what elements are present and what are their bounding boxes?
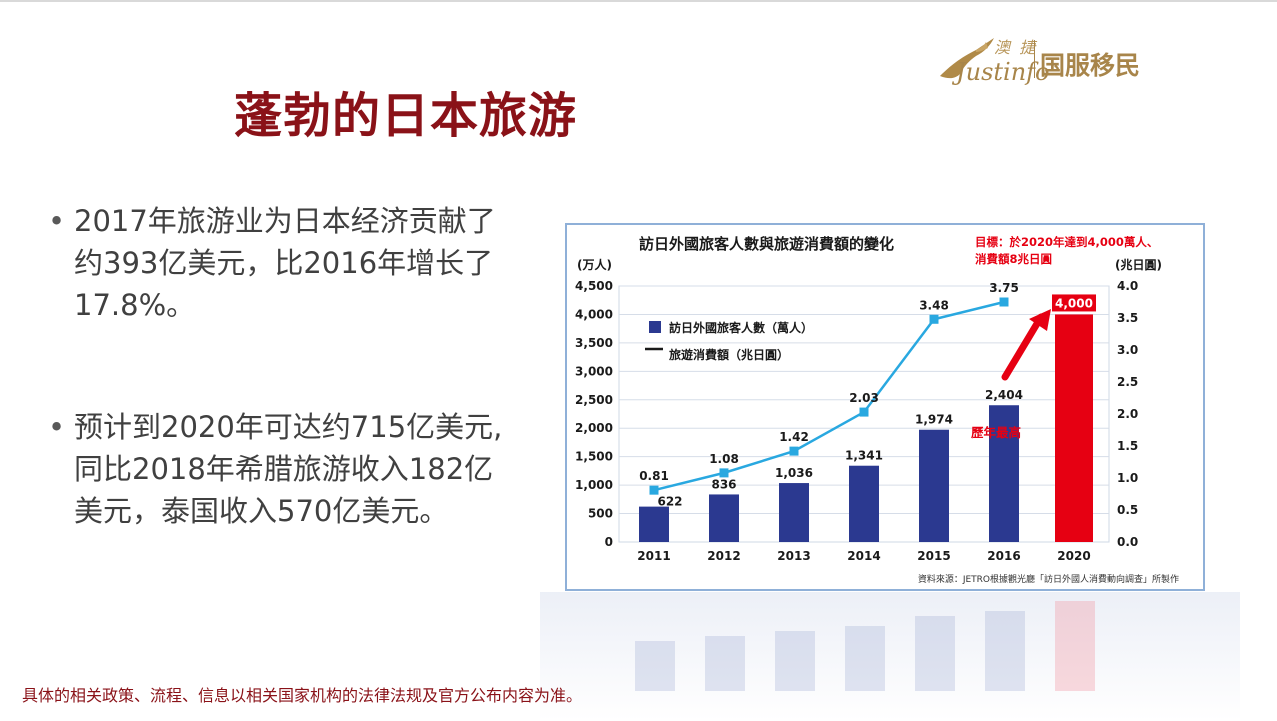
left-tick-label: 4,000 [575, 307, 613, 321]
right-tick-label: 4.0 [1117, 279, 1138, 293]
slide-title: 蓬勃的日本旅游 [234, 88, 578, 144]
line-value-label: 3.75 [989, 281, 1019, 295]
right-tick-label: 1.0 [1117, 471, 1138, 485]
x-tick-label: 2015 [917, 549, 950, 563]
bar [709, 494, 739, 542]
bar [989, 405, 1019, 542]
line-value-label: 2.03 [849, 391, 879, 405]
left-tick-label: 500 [588, 507, 613, 521]
bar-value-label: 1,341 [845, 449, 883, 463]
line-value-label: 3.48 [919, 298, 949, 312]
bar [849, 465, 879, 542]
right-tick-label: 3.0 [1117, 343, 1138, 357]
right-tick-label: 0.5 [1117, 503, 1138, 517]
line-value-label: 1.08 [709, 452, 739, 466]
x-tick-label: 2013 [777, 549, 810, 563]
legend-line-label: 旅遊消費額（兆日圓） [669, 347, 789, 362]
logo-separator [1034, 40, 1035, 78]
line-series [653, 300, 1005, 492]
chart-title: 訪日外國旅客人數與旅遊消費額的變化 [639, 235, 894, 253]
bullet-text: 2017年旅游业为日本经济贡献了约393亿美元，比2016年增长了17.8%。 [74, 204, 496, 322]
bullet-text: 预计到2020年可达约715亿美元, 同比2018年希腊旅游收入182亿美元，泰… [74, 410, 503, 528]
target-note: 目標：於2020年達到4,000萬人、 [975, 235, 1158, 249]
combo-chart: 訪日外國旅客人數與旅遊消費額的變化 目標：於2020年達到4,000萬人、消費額8… [575, 235, 1179, 585]
top-divider [0, 0, 1277, 2]
right-tick-label: 3.5 [1117, 311, 1138, 325]
left-tick-label: 2,500 [575, 393, 613, 407]
bar-value-label: 1,974 [915, 413, 953, 427]
logo-en: Justinfo [956, 58, 1050, 86]
x-tick-label: 2016 [987, 549, 1020, 563]
left-tick-label: 0 [605, 535, 613, 549]
left-axis-unit: (万人) [577, 257, 612, 272]
left-tick-label: 1,000 [575, 478, 613, 492]
x-tick-label: 2020 [1057, 549, 1090, 563]
bullet-dot-icon: • [48, 204, 66, 238]
line-point [719, 468, 729, 478]
bullet-list: • 2017年旅游业为日本经济贡献了约393亿美元，比2016年增长了17.8%… [48, 200, 518, 532]
highlight-label-bg [1052, 294, 1096, 312]
footer-disclaimer: 具体的相关政策、流程、信息以相关国家机构的法律法规及官方公布内容为准。 [22, 686, 583, 705]
brand-logo: 澳 捷 Justinfo 国服移民 [936, 34, 1166, 86]
line-point [789, 446, 799, 456]
bar [779, 483, 809, 542]
right-axis-unit: (兆日圓) [1115, 257, 1162, 272]
left-tick-label: 3,000 [575, 364, 613, 378]
x-tick-label: 2011 [637, 549, 670, 563]
line-value-label: 1.42 [779, 430, 809, 444]
left-tick-label: 4,500 [575, 279, 613, 293]
line-point [649, 485, 659, 495]
kangaroo-logo-icon [940, 38, 994, 79]
left-tick-label: 2,000 [575, 421, 613, 435]
logo-cn-small: 澳 捷 [994, 38, 1038, 57]
bullet-item: • 2017年旅游业为日本经济贡献了约393亿美元，比2016年增长了17.8%… [48, 200, 518, 326]
bar [919, 429, 949, 542]
right-tick-label: 1.5 [1117, 439, 1138, 453]
logo-main-text: 国服移民 [1040, 51, 1141, 80]
right-tick-label: 2.5 [1117, 375, 1138, 389]
legend-bar-label: 訪日外國旅客人數（萬人） [669, 320, 813, 335]
bar-value-label: 4,000 [1055, 296, 1093, 310]
right-tick-label: 2.0 [1117, 407, 1138, 421]
bar [1055, 314, 1093, 542]
chart-container: 訪日外國旅客人數與旅遊消費額的變化 目標：於2020年達到4,000萬人、 消費額8… [565, 223, 1205, 591]
bar-value-label: 2,404 [985, 388, 1023, 402]
x-tick-label: 2014 [847, 549, 880, 563]
arrow-shaft [1001, 313, 1045, 381]
left-tick-label: 1,500 [575, 450, 613, 464]
arrow-head-icon [1029, 309, 1051, 331]
source-note: 資料來源：JETRO根據觀光廳「訪日外國人消費動向調查」所製作 [918, 573, 1179, 585]
line-point [999, 297, 1009, 307]
bar-value-label: 622 [657, 495, 682, 509]
annotation-label: 歷年最高 [971, 425, 1021, 440]
bullet-item: • 预计到2020年可达约715亿美元, 同比2018年希腊旅游收入182亿美元… [48, 406, 518, 532]
x-tick-label: 2012 [707, 549, 740, 563]
bullet-dot-icon: • [48, 410, 66, 444]
legend-bar-swatch [649, 321, 661, 333]
line-value-label: 0.81 [639, 469, 669, 483]
chart-reflection [540, 592, 1240, 721]
right-tick-label: 0.0 [1117, 535, 1138, 549]
bar-value-label: 1,036 [775, 466, 813, 480]
target-note: 消費額8兆日圓 [975, 252, 1052, 266]
line-point [929, 314, 939, 324]
left-tick-label: 3,500 [575, 336, 613, 350]
bar-value-label: 836 [711, 477, 736, 491]
bar [639, 506, 669, 542]
line-point [859, 407, 869, 417]
